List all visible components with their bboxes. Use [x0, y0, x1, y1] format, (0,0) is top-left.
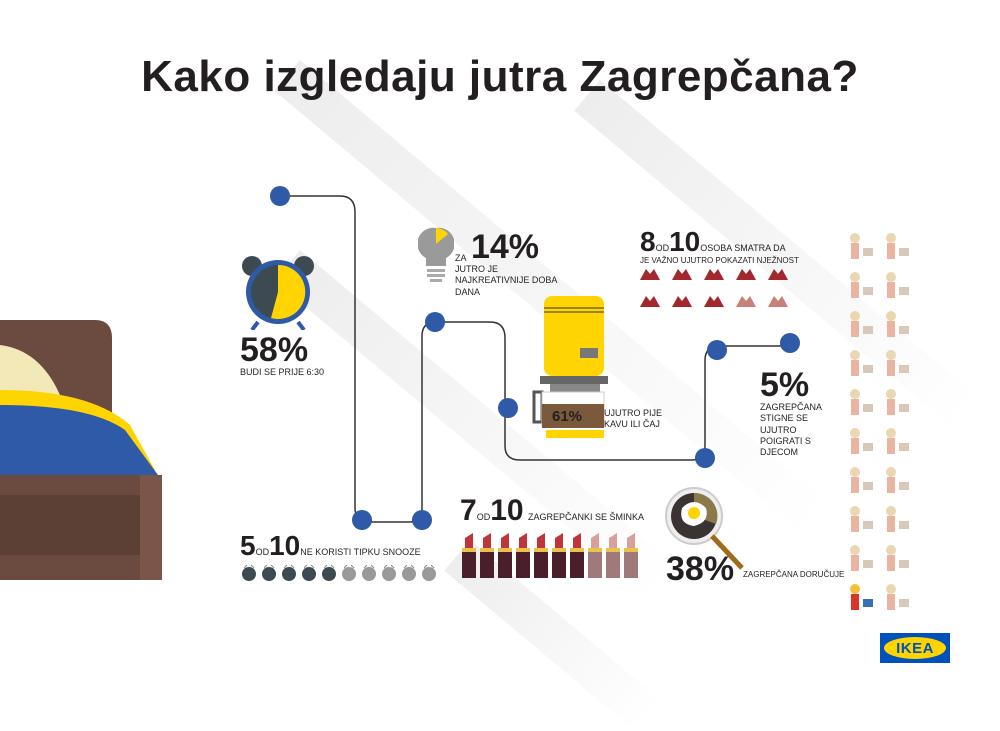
clocks-item	[281, 564, 297, 587]
makeup-text: ZAGREPČANKI SE ŠMINKA	[528, 512, 645, 522]
coffee-text: UJUTRO PIJE KAVU ILI ČAJ	[604, 408, 663, 430]
snooze-od: OD	[255, 547, 270, 557]
ikea-logo: IKEA	[880, 633, 950, 663]
kids-item	[846, 466, 882, 501]
kids-item	[882, 427, 918, 462]
kids-value: 5%	[760, 366, 810, 404]
lipsticks-item	[516, 532, 530, 583]
hearts-item	[702, 293, 726, 314]
kids-item	[882, 271, 918, 306]
clocks-item	[381, 564, 397, 587]
clocks-item	[261, 564, 277, 587]
kids-item	[846, 271, 882, 306]
page-title: Kako izgledaju jutra Zagrepčana?	[141, 52, 859, 101]
tenderness-den: 10	[669, 226, 701, 257]
wake-text: BUDI SE PRIJE 6:30	[240, 367, 325, 377]
kids-item	[846, 583, 882, 618]
bed-illustration	[0, 320, 162, 580]
hearts-item	[734, 266, 758, 287]
creative-text: JUTRO JE NAJKREATIVNIJE DOBA DANA	[455, 264, 557, 297]
frying-pan-icon	[665, 487, 744, 570]
hearts-item	[638, 293, 662, 314]
makeup-od: OD	[476, 512, 491, 522]
kids-item	[882, 232, 918, 267]
kids-text: ZAGREPČANA STIGNE SE UJUTRO POIGRATI S D…	[760, 402, 822, 457]
hearts-item	[702, 266, 726, 287]
hearts-item	[766, 266, 790, 287]
makeup-den: 10	[490, 494, 524, 527]
snooze-num: 5	[240, 530, 256, 561]
clocks-item	[401, 564, 417, 587]
ikea-logo-text: IKEA	[884, 637, 946, 659]
coffee-maker-icon	[532, 296, 608, 438]
kids-item	[846, 544, 882, 579]
hearts-grid	[638, 266, 798, 314]
clocks-item	[321, 564, 337, 587]
kids-item	[882, 544, 918, 579]
lipsticks-item	[480, 532, 494, 583]
clocks-item	[241, 564, 257, 587]
clocks-row	[241, 564, 437, 587]
lightbulb-icon	[418, 227, 454, 282]
tenderness-text2: JE VAŽNO UJUTRO POKAZATI NJEŽNOST	[640, 256, 799, 265]
hearts-item	[670, 266, 694, 287]
kids-item	[846, 310, 882, 345]
lipsticks-item	[624, 532, 638, 583]
kids-item	[882, 466, 918, 501]
clocks-item	[341, 564, 357, 587]
snooze-text: NE KORISTI TIPKU SNOOZE	[300, 547, 421, 557]
alarm-clock-icon	[242, 256, 314, 330]
kids-grid	[846, 232, 918, 618]
lipsticks-item	[552, 532, 566, 583]
breakfast-text: ZAGREPČANA DORUČUJE	[743, 570, 845, 579]
kids-item	[846, 427, 882, 462]
snooze-den: 10	[269, 530, 301, 561]
kids-item	[882, 583, 918, 618]
kids-item	[846, 349, 882, 384]
lipsticks-item	[588, 532, 602, 583]
kids-item	[846, 388, 882, 423]
hearts-item	[638, 266, 662, 287]
tenderness-od: OD	[655, 243, 670, 253]
kids-item	[882, 349, 918, 384]
clocks-item	[421, 564, 437, 587]
hearts-item	[734, 293, 758, 314]
lipsticks-item	[606, 532, 620, 583]
lipsticks-item	[498, 532, 512, 583]
tenderness-num: 8	[640, 226, 656, 257]
kids-item	[846, 232, 882, 267]
coffee-value: 61%	[552, 408, 583, 425]
makeup-num: 7	[460, 494, 477, 527]
lipsticks-item	[570, 532, 584, 583]
hearts-item	[670, 293, 694, 314]
breakfast-value: 38%	[666, 550, 735, 588]
wake-value: 58%	[240, 331, 309, 369]
kids-item	[882, 310, 918, 345]
creative-prefix: ZA	[455, 252, 467, 263]
lipsticks-row	[462, 532, 638, 583]
tenderness-text1: OSOBA SMATRA DA	[700, 243, 786, 253]
lipsticks-item	[462, 532, 476, 583]
hearts-item	[766, 293, 790, 314]
kids-item	[846, 505, 882, 540]
creative-value: 14%	[470, 228, 540, 266]
clocks-item	[301, 564, 317, 587]
lipsticks-item	[534, 532, 548, 583]
timeline-path	[270, 186, 800, 530]
clocks-item	[361, 564, 377, 587]
kids-item	[882, 505, 918, 540]
kids-item	[882, 388, 918, 423]
